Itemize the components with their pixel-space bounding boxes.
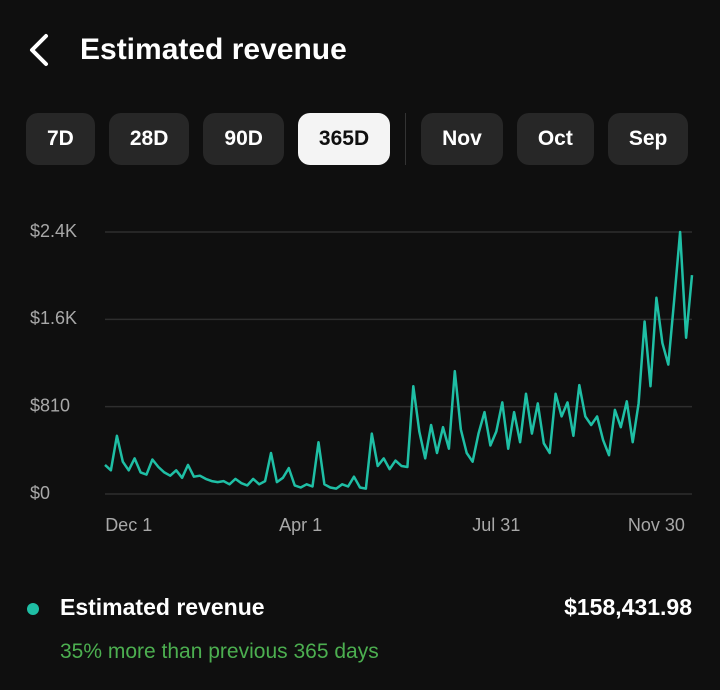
x-tick-label: Jul 31 xyxy=(472,515,520,535)
range-tab[interactable]: Oct xyxy=(516,113,594,165)
chart: $0 $810 $1.6K $2.4K Dec 1 Apr 1 Jul 31 Nov 30 xyxy=(30,221,694,535)
range-tab[interactable]: Nov xyxy=(421,113,503,165)
tab-divider xyxy=(405,113,407,165)
x-tick-label: Apr 1 xyxy=(279,515,322,535)
total-value: $158,431.98 xyxy=(564,594,692,620)
comparison-text: 35% more than previous 365 days xyxy=(60,640,379,663)
range-tab[interactable]: 365D xyxy=(297,113,391,165)
page-title: Estimated revenue xyxy=(80,33,347,66)
tab-bar: 7D 28D 90D 365D Nov Oct Sep xyxy=(26,113,689,165)
range-tab[interactable]: 28D xyxy=(108,113,190,165)
y-tick-label: $810 xyxy=(30,395,70,415)
revenue-line xyxy=(104,230,694,490)
range-tab[interactable]: 90D xyxy=(203,113,284,165)
range-tab[interactable]: 7D xyxy=(26,113,95,165)
y-tick-label: $2.4K xyxy=(30,221,77,241)
range-tab[interactable]: Sep xyxy=(607,113,689,165)
x-tick-label: Dec 1 xyxy=(105,515,152,535)
y-tick-label: $1.6K xyxy=(30,308,77,328)
legend-dot xyxy=(27,603,39,615)
back-button[interactable] xyxy=(22,32,58,68)
x-tick-label: Nov 30 xyxy=(628,515,685,535)
y-tick-label: $0 xyxy=(30,483,50,503)
legend-label: Estimated revenue xyxy=(60,594,265,620)
